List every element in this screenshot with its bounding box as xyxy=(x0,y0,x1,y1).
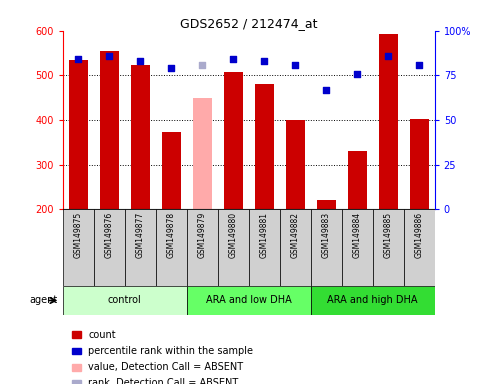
Text: GSM149886: GSM149886 xyxy=(415,212,424,258)
Text: GSM149876: GSM149876 xyxy=(105,212,114,258)
Bar xyxy=(224,72,242,209)
Bar xyxy=(311,286,435,315)
Title: GDS2652 / 212474_at: GDS2652 / 212474_at xyxy=(180,17,317,30)
Point xyxy=(229,56,237,62)
Point xyxy=(291,61,299,68)
Text: ARA and low DHA: ARA and low DHA xyxy=(206,295,292,306)
Bar xyxy=(94,209,125,286)
Bar xyxy=(63,209,94,286)
Bar xyxy=(255,84,273,209)
Text: GSM149883: GSM149883 xyxy=(322,212,331,258)
Point xyxy=(354,71,361,77)
Point xyxy=(74,56,82,62)
Bar xyxy=(187,209,218,286)
Bar xyxy=(311,209,342,286)
Text: rank, Detection Call = ABSENT: rank, Detection Call = ABSENT xyxy=(88,378,239,384)
Bar xyxy=(131,65,150,209)
Text: agent: agent xyxy=(30,295,58,306)
Point xyxy=(199,61,206,68)
Point xyxy=(168,65,175,71)
Text: GSM149877: GSM149877 xyxy=(136,212,145,258)
Bar xyxy=(218,209,249,286)
Text: GSM149880: GSM149880 xyxy=(229,212,238,258)
Point xyxy=(105,53,113,59)
Text: GSM149878: GSM149878 xyxy=(167,212,176,258)
Point xyxy=(136,58,144,64)
Point xyxy=(322,86,330,93)
Text: GSM149884: GSM149884 xyxy=(353,212,362,258)
Text: GSM149879: GSM149879 xyxy=(198,212,207,258)
Text: GSM149882: GSM149882 xyxy=(291,212,300,258)
Bar xyxy=(162,132,181,209)
Bar xyxy=(379,34,398,209)
Text: GSM149881: GSM149881 xyxy=(260,212,269,258)
Point xyxy=(415,61,423,68)
Bar xyxy=(125,209,156,286)
Bar xyxy=(317,200,336,209)
Text: percentile rank within the sample: percentile rank within the sample xyxy=(88,346,254,356)
Point xyxy=(384,53,392,59)
Bar xyxy=(373,209,404,286)
Text: count: count xyxy=(88,330,116,340)
Bar xyxy=(69,60,87,209)
Bar xyxy=(187,286,311,315)
Text: ARA and high DHA: ARA and high DHA xyxy=(327,295,418,306)
Text: value, Detection Call = ABSENT: value, Detection Call = ABSENT xyxy=(88,362,243,372)
Bar xyxy=(100,51,119,209)
Bar xyxy=(63,286,187,315)
Bar xyxy=(156,209,187,286)
Bar xyxy=(249,209,280,286)
Bar xyxy=(280,209,311,286)
Bar xyxy=(286,120,304,209)
Text: control: control xyxy=(108,295,142,306)
Point xyxy=(260,58,268,64)
Bar xyxy=(342,209,373,286)
Text: GSM149875: GSM149875 xyxy=(74,212,83,258)
Bar xyxy=(193,98,212,209)
Text: GSM149885: GSM149885 xyxy=(384,212,393,258)
Bar xyxy=(410,119,428,209)
Bar xyxy=(404,209,435,286)
Bar xyxy=(348,151,367,209)
